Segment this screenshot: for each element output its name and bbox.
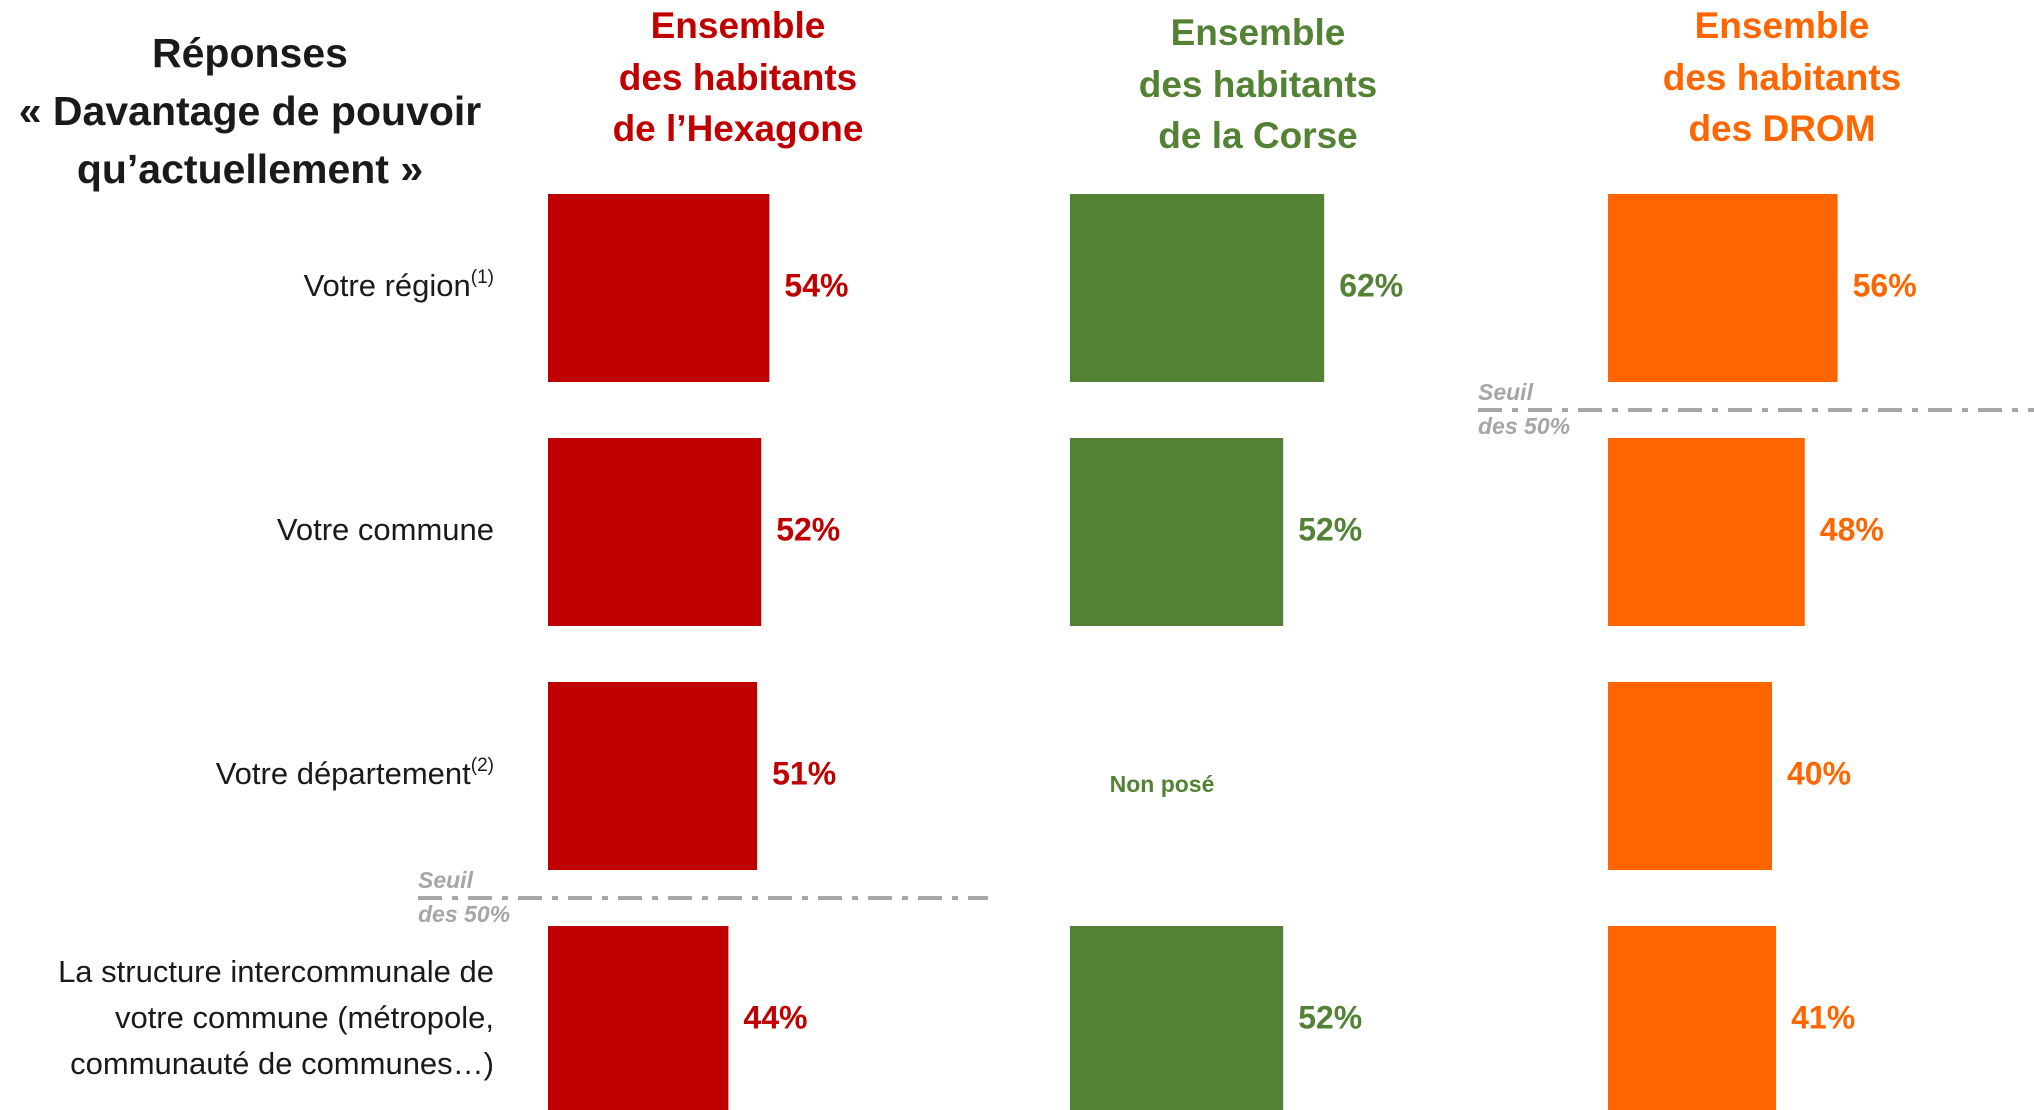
value-label-series-1-row-4: 44% [743,999,807,1035]
category-label-3-line-1: Votre département(2) [216,755,494,792]
series-header-1-line-1: Ensemble [651,5,826,46]
chart-title-line-2: « Davantage de pouvoir [18,88,482,134]
bar-series-3-row-3 [1608,682,1772,870]
value-label-series-3-row-3: 40% [1787,755,1851,791]
bar-series-3-row-2 [1608,438,1805,626]
threshold-label-1-line-1: Seuil [418,867,474,893]
series-header-2-line-1: Ensemble [1171,12,1346,53]
bar-series-2-row-2 [1070,438,1284,626]
bar-series-3-row-1 [1608,194,1838,382]
bar-series-2-row-1 [1070,194,1325,382]
value-label-series-1-row-3: 51% [772,755,836,791]
chart-title: Réponses « Davantage de pouvoir qu’actue… [0,24,500,198]
category-label-2-line-1: Votre commune [277,512,494,547]
bar-series-2-row-4 [1070,926,1284,1110]
value-label-series-1-row-2: 52% [776,511,840,547]
series-header-2-line-3: de la Corse [1158,115,1357,156]
value-label-series-3-row-2: 48% [1820,511,1884,547]
series-header-1-line-3: de l’Hexagone [613,108,864,149]
bar-series-1-row-4 [548,926,729,1110]
category-label-4-line-3: communauté de communes…) [70,1046,494,1081]
value-label-series-2-row-1: 62% [1339,267,1403,303]
bar-series-1-row-3 [548,682,758,870]
bar-series-1-row-2 [548,438,762,626]
missing-label-series-2-row-3: Non posé [1110,771,1215,797]
series-header-2-line-2: des habitants [1139,64,1378,105]
series-header-3-line-3: des DROM [1688,108,1875,149]
series-header-3-line-1: Ensemble [1695,5,1870,46]
value-label-series-1-row-1: 54% [784,267,848,303]
value-label-series-2-row-4: 52% [1298,999,1362,1035]
category-footnote-1: (1) [471,267,494,288]
series-header-3-line-2: des habitants [1663,57,1902,98]
threshold-label-2-line-2: des 50% [1478,413,1570,439]
category-label-4-line-1: La structure intercommunale de [58,954,494,989]
category-label-1-line-1: Votre région(1) [304,267,494,304]
value-label-series-3-row-1: 56% [1853,267,1917,303]
value-label-series-3-row-4: 41% [1791,999,1855,1035]
value-label-series-2-row-2: 52% [1298,511,1362,547]
bar-series-3-row-4 [1608,926,1777,1110]
category-footnote-3: (2) [471,755,494,776]
category-label-4-line-2: votre commune (métropole, [115,1000,494,1035]
chart-title-line-3: qu’actuellement » [76,146,424,192]
series-header-1-line-2: des habitants [619,57,858,98]
threshold-label-1-line-2: des 50% [418,901,510,927]
chart-title-line-1: Réponses [152,30,348,76]
bar-series-1-row-1 [548,194,770,382]
threshold-label-2-line-1: Seuil [1478,379,1534,405]
